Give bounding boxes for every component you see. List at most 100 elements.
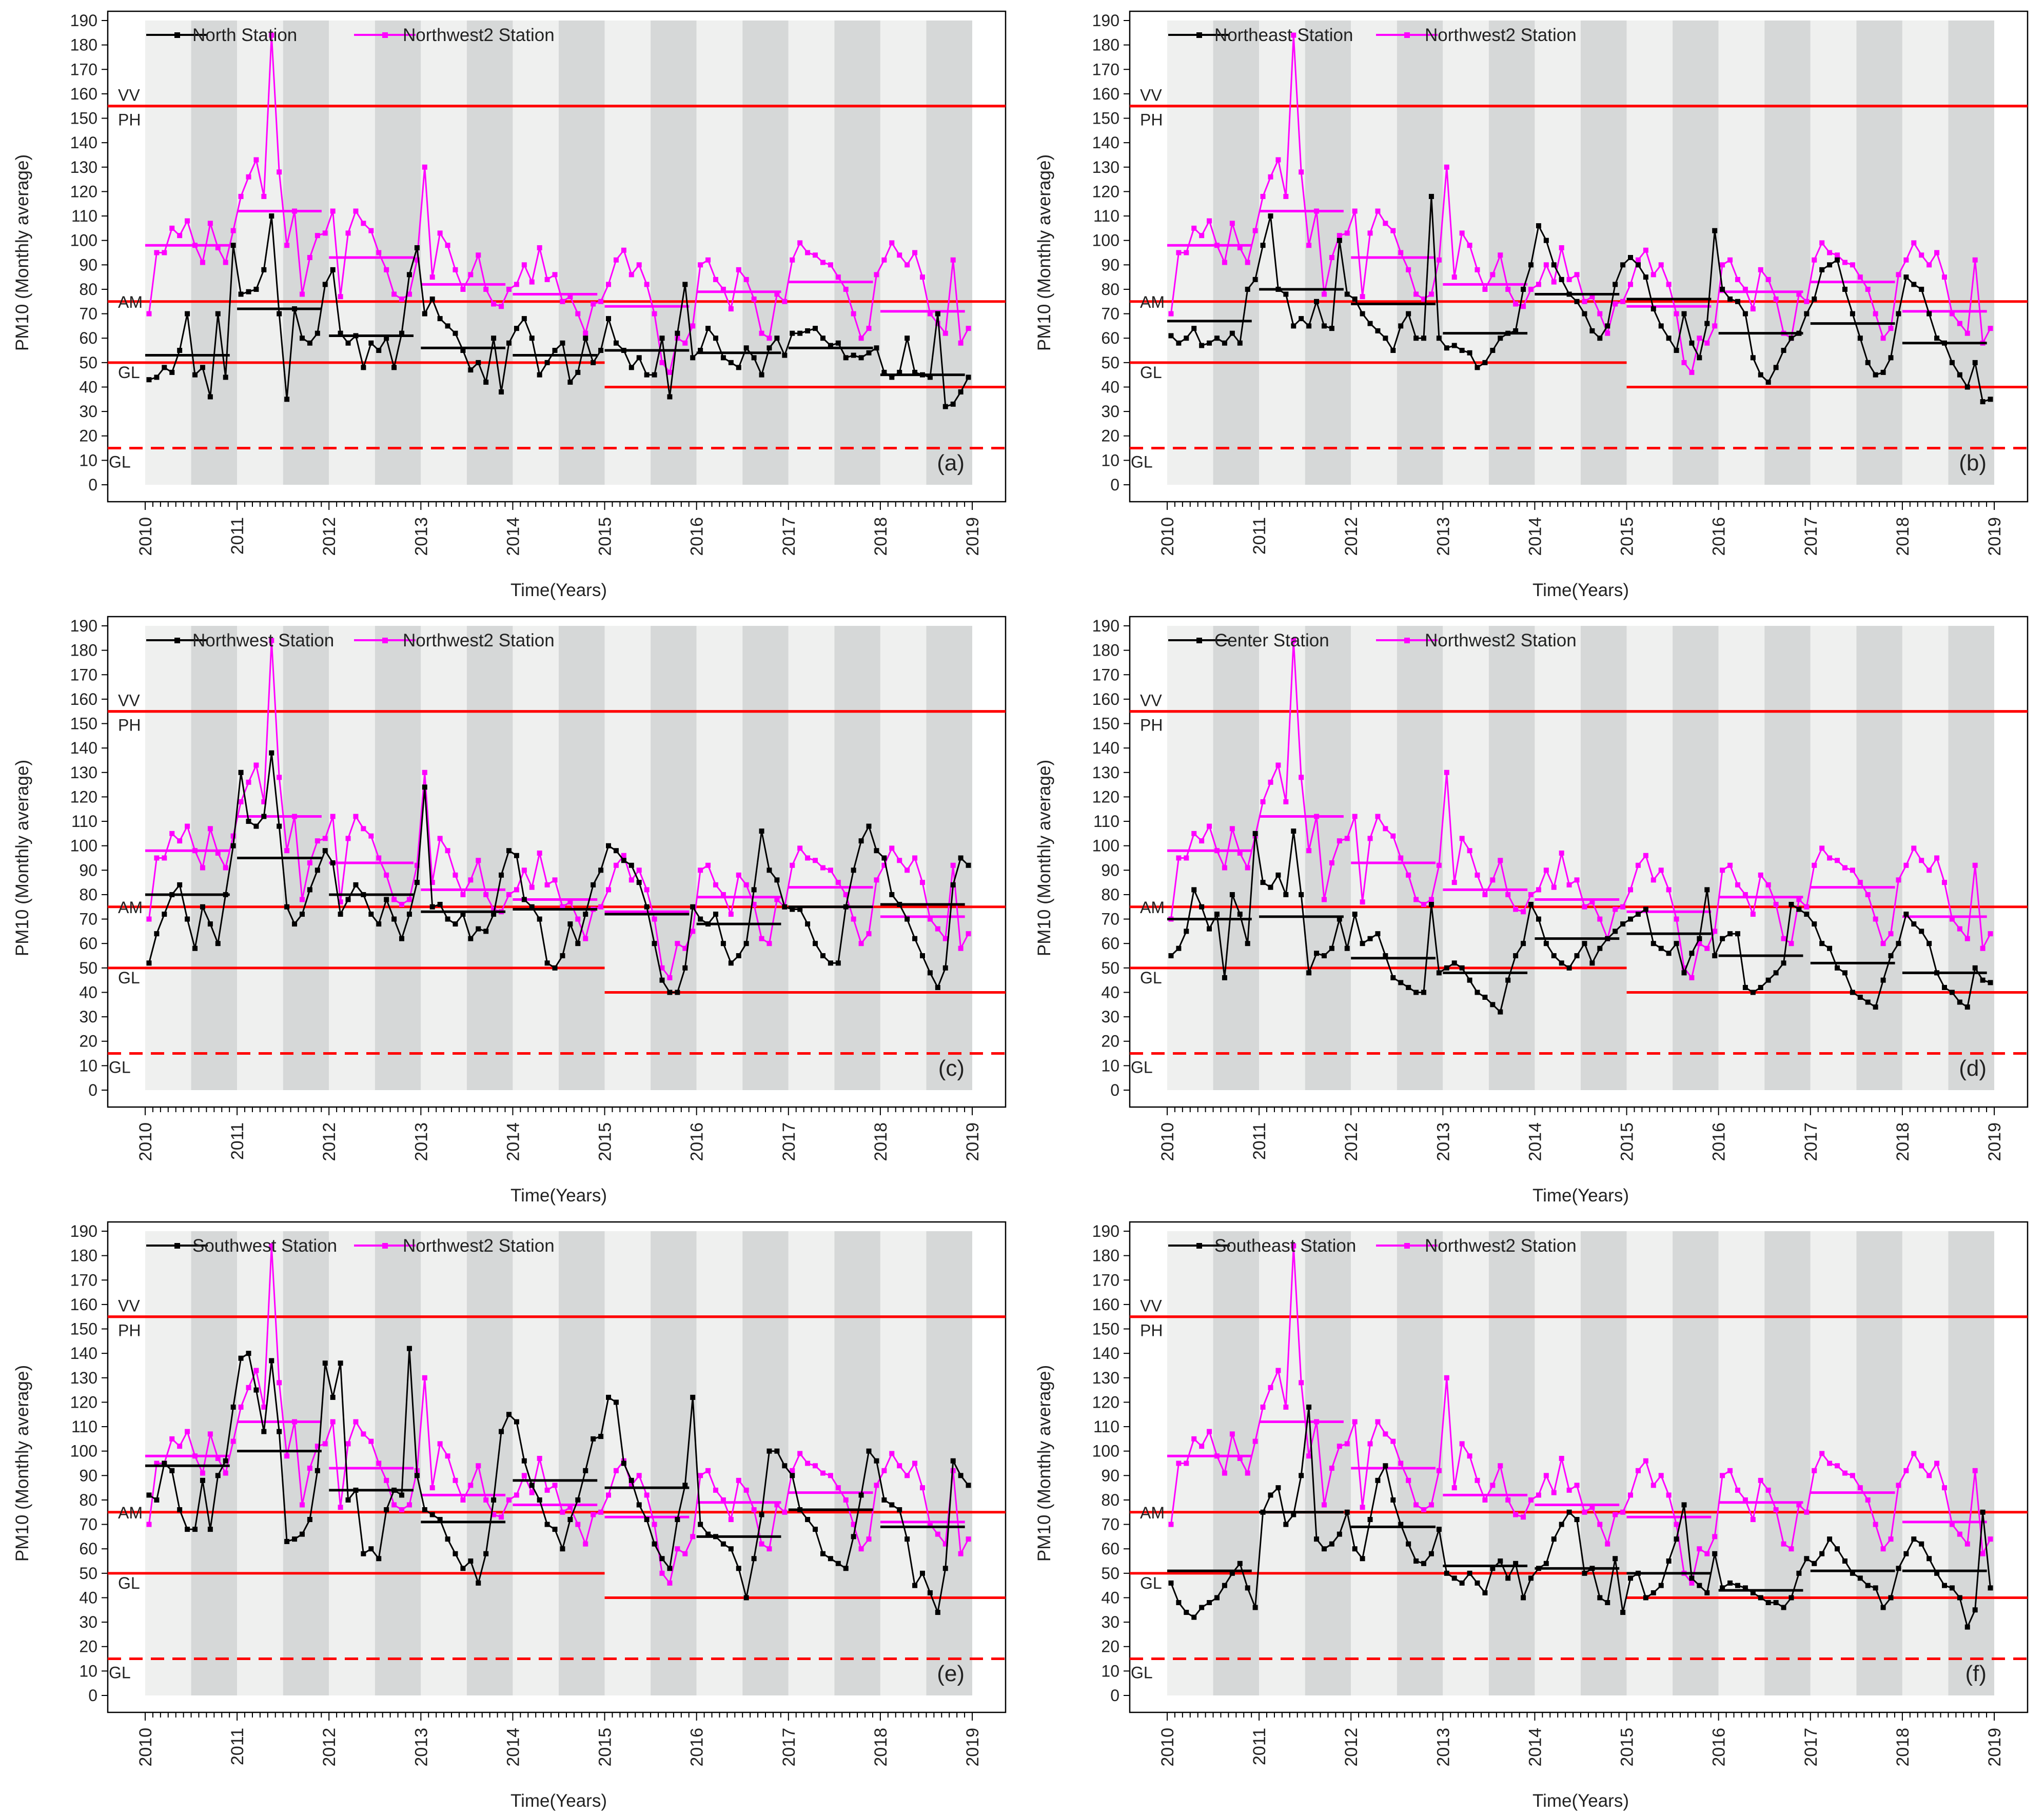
data-point: [169, 1468, 175, 1473]
data-point: [1513, 953, 1519, 959]
data-point: [521, 1458, 527, 1464]
data-point: [912, 1460, 918, 1466]
data-point: [1712, 929, 1718, 934]
data-point: [460, 892, 466, 897]
data-point: [1773, 970, 1779, 976]
data-point: [575, 1497, 581, 1503]
y-tick-label: 130: [70, 763, 97, 782]
data-point: [162, 1460, 167, 1466]
y-tick-label: 180: [1092, 641, 1119, 660]
data-point: [1681, 1502, 1687, 1508]
data-point: [384, 1477, 389, 1483]
data-point: [468, 1483, 474, 1488]
data-point: [1613, 1556, 1618, 1562]
data-point: [1436, 1527, 1442, 1532]
data-point: [713, 882, 718, 887]
data-point: [713, 335, 718, 341]
y-tick-label: 150: [70, 109, 97, 128]
y-tick-label: 30: [1101, 1613, 1119, 1631]
data-point: [759, 936, 764, 941]
y-axis-title: PM10 (Monthly average): [1034, 1365, 1054, 1562]
data-point: [1176, 340, 1182, 346]
data-point: [958, 945, 964, 951]
data-point: [1765, 977, 1771, 983]
data-point: [1750, 990, 1756, 995]
y-tick-label: 190: [1092, 11, 1119, 30]
data-point: [345, 836, 351, 841]
data-point: [1865, 286, 1871, 292]
data-point: [1911, 240, 1917, 246]
x-year-label: 2013: [411, 517, 431, 556]
data-point: [1758, 1595, 1763, 1601]
data-point: [368, 833, 374, 839]
data-point: [1513, 1512, 1519, 1517]
data-point: [552, 348, 558, 353]
data-point: [1735, 1487, 1740, 1493]
data-point: [805, 1517, 811, 1523]
data-point: [1964, 1541, 1970, 1547]
data-point: [146, 916, 152, 922]
data-point: [1674, 1522, 1679, 1527]
data-point: [552, 965, 558, 971]
data-point: [782, 299, 788, 304]
data-point: [406, 897, 412, 902]
data-point: [1521, 909, 1526, 915]
y-tick-label: 40: [79, 378, 97, 396]
data-point: [1919, 1463, 1924, 1469]
data-point: [1528, 1575, 1534, 1581]
data-point: [230, 833, 236, 839]
data-point: [843, 355, 849, 361]
data-point: [1666, 335, 1672, 341]
season-band: [559, 21, 605, 485]
data-point: [690, 904, 696, 910]
data-point: [1941, 274, 1947, 280]
data-point: [1245, 865, 1250, 871]
data-point: [1513, 301, 1519, 307]
data-point: [966, 862, 971, 868]
season-band: [1718, 1231, 1765, 1695]
data-point: [1436, 335, 1442, 341]
data-point: [958, 389, 964, 394]
data-point: [1865, 1583, 1871, 1588]
data-point: [675, 990, 680, 995]
data-point: [950, 862, 956, 868]
data-point: [912, 936, 918, 941]
data-point: [322, 1360, 328, 1366]
data-point: [805, 855, 811, 861]
data-point: [429, 880, 435, 885]
data-point: [1352, 208, 1358, 214]
data-point: [606, 1394, 612, 1400]
chart-panel-e: 0 10 20 30 40 50 60 70 80 90 100 110 120 130 140 150 160…: [0, 1211, 1022, 1816]
data-point: [1207, 823, 1212, 829]
data-point: [966, 326, 971, 331]
data-point: [1444, 164, 1449, 170]
data-point: [1360, 1505, 1365, 1510]
data-point: [529, 884, 535, 890]
data-point: [1835, 965, 1840, 971]
data-point: [1505, 977, 1511, 983]
y-tick-label: 50: [1101, 353, 1119, 372]
data-point: [1559, 850, 1564, 856]
data-point: [1635, 257, 1641, 263]
data-point: [889, 845, 895, 851]
data-point: [1873, 916, 1878, 922]
season-bands: [1167, 21, 1994, 485]
y-axis: 0102030405060708090100110120130140150160…: [70, 1222, 108, 1705]
data-point: [1551, 884, 1557, 890]
data-point: [1536, 887, 1541, 893]
data-point: [1475, 1580, 1480, 1586]
y-tick-label: 0: [88, 1081, 97, 1099]
data-point: [1658, 1473, 1664, 1478]
reference-label: GL: [1140, 969, 1162, 987]
data-point: [567, 1505, 573, 1510]
data-point: [1367, 1517, 1373, 1523]
data-point: [1888, 1536, 1894, 1542]
data-point: [1949, 1585, 1955, 1591]
data-point: [1827, 855, 1833, 861]
data-point: [1184, 335, 1189, 341]
season-band: [283, 1231, 329, 1695]
reference-label: GL: [1131, 1664, 1153, 1682]
data-point: [1252, 1605, 1258, 1610]
season-band: [1764, 626, 1811, 1090]
data-point: [1896, 272, 1901, 278]
